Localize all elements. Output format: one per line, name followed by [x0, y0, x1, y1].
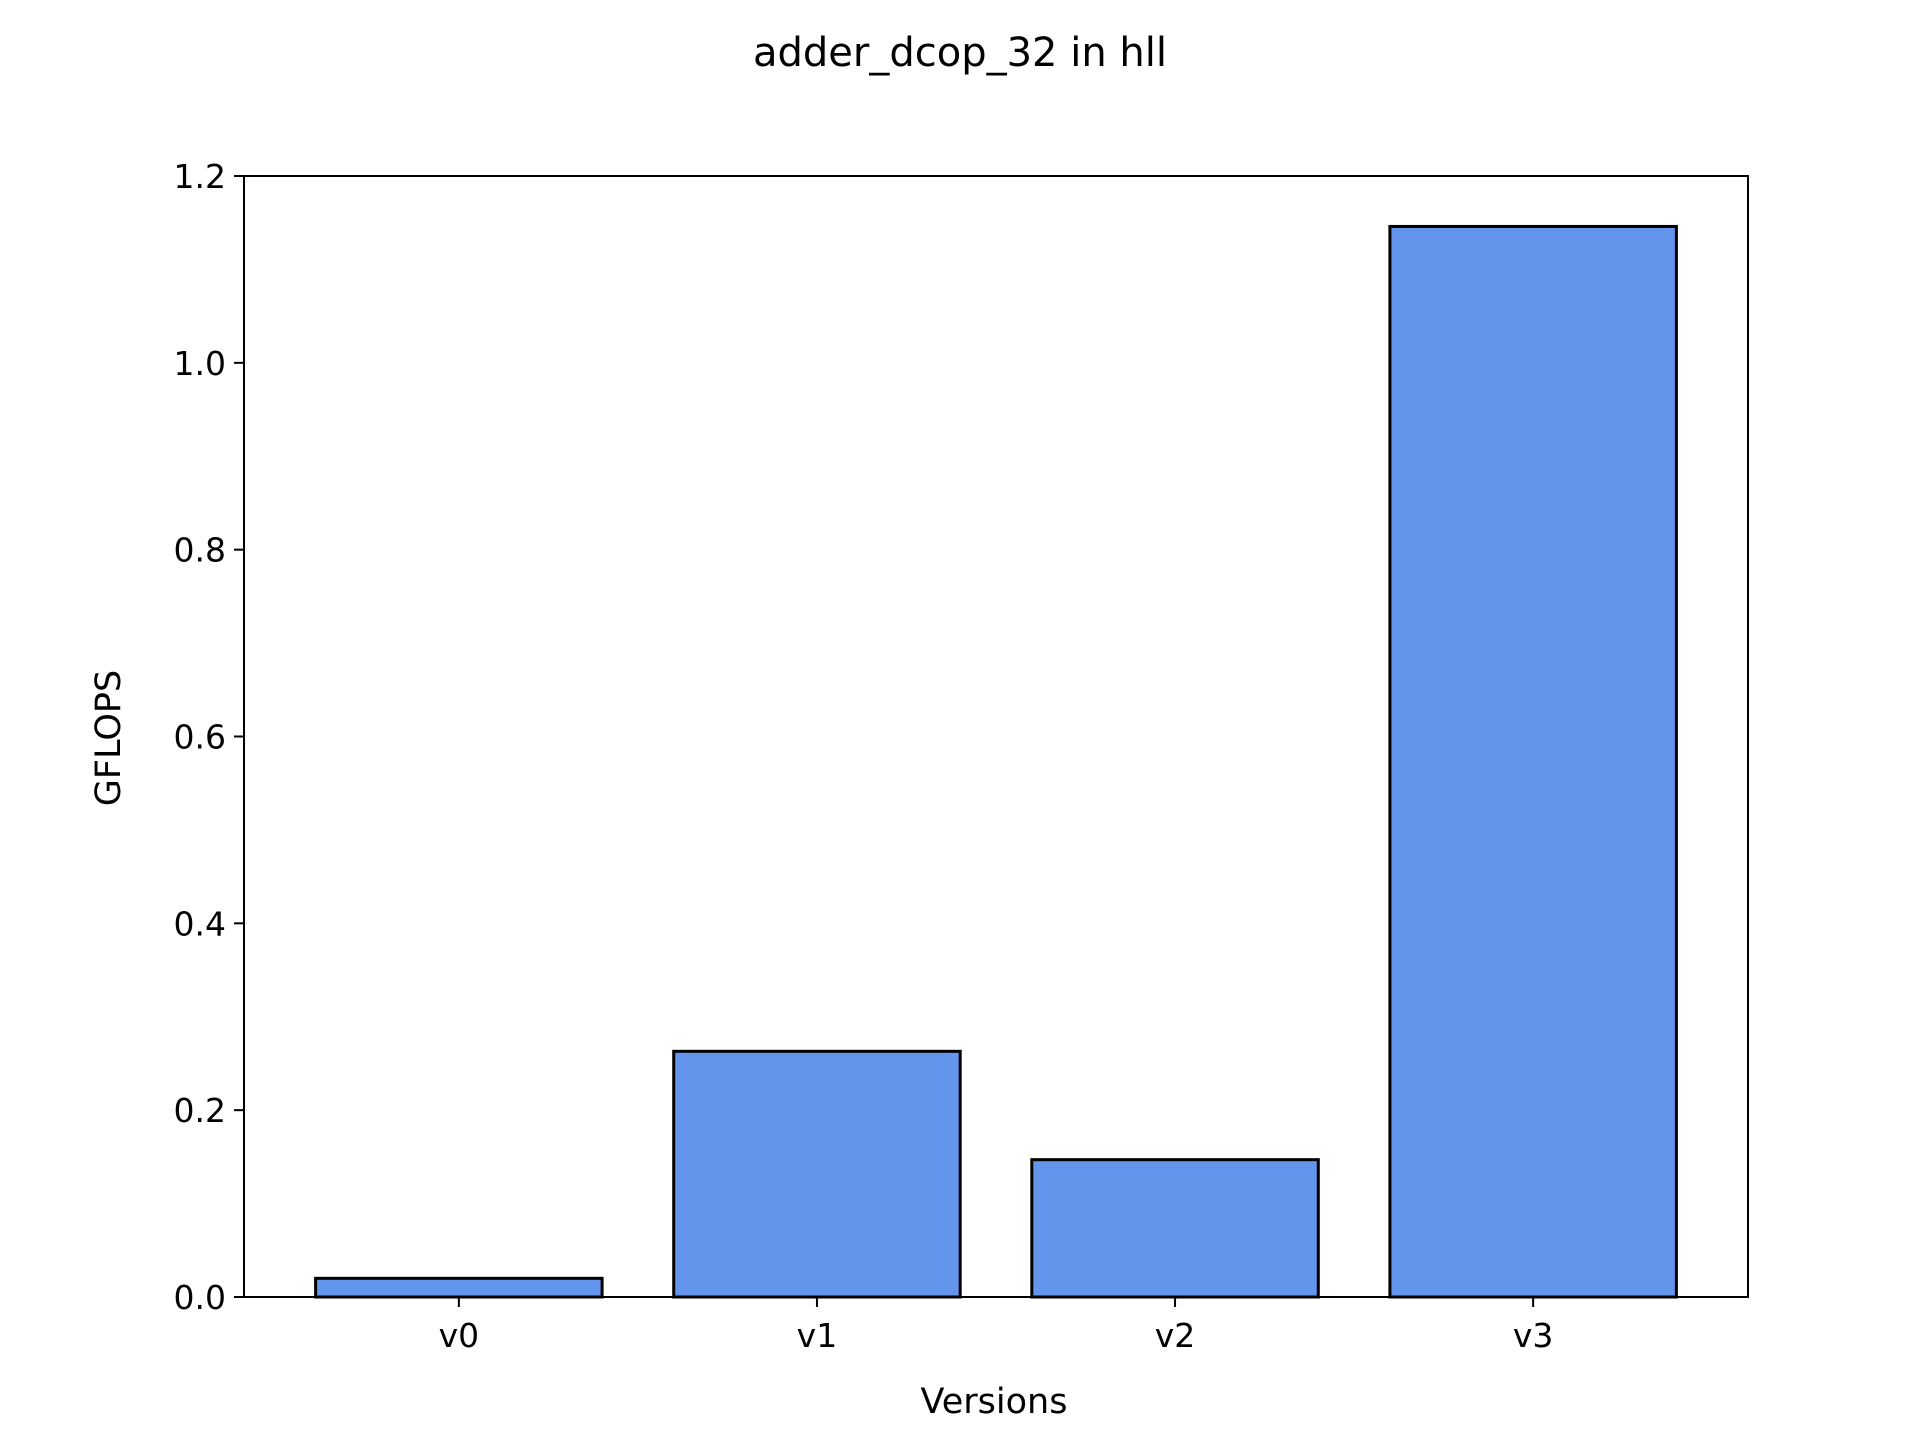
chart-title: adder_dcop_32 in hll: [753, 30, 1167, 76]
x-tick-label-v3: v3: [1513, 1316, 1554, 1355]
y-axis-label: GFLOPS: [89, 670, 129, 806]
y-tick-label-0.0: 0.0: [174, 1278, 226, 1317]
y-tick-label-0.6: 0.6: [174, 718, 226, 757]
y-tick-label-0.4: 0.4: [174, 904, 226, 943]
bar-v2: [1030, 1158, 1320, 1299]
x-tick-label-v0: v0: [439, 1316, 480, 1355]
x-axis-label: Versions: [921, 1382, 1068, 1422]
x-axis-ticks: v0 v1 v2 v3: [439, 1297, 1554, 1355]
bar-v0: [314, 1276, 604, 1299]
y-axis-ticks: 0.0 0.2 0.4 0.6 0.8 1.0 1.2: [174, 157, 244, 1317]
bar-v1: [672, 1049, 962, 1299]
plot-frame: [243, 175, 1749, 1298]
x-tick-label-v1: v1: [797, 1316, 838, 1355]
y-tick-label-0.8: 0.8: [174, 531, 226, 570]
y-tick-label-1.0: 1.0: [174, 344, 226, 383]
bar-v3: [1388, 224, 1678, 1299]
y-tick-label-0.2: 0.2: [174, 1091, 226, 1130]
x-tick-label-v2: v2: [1155, 1316, 1196, 1355]
bars: [314, 224, 1678, 1299]
y-tick-label-1.2: 1.2: [174, 157, 226, 196]
